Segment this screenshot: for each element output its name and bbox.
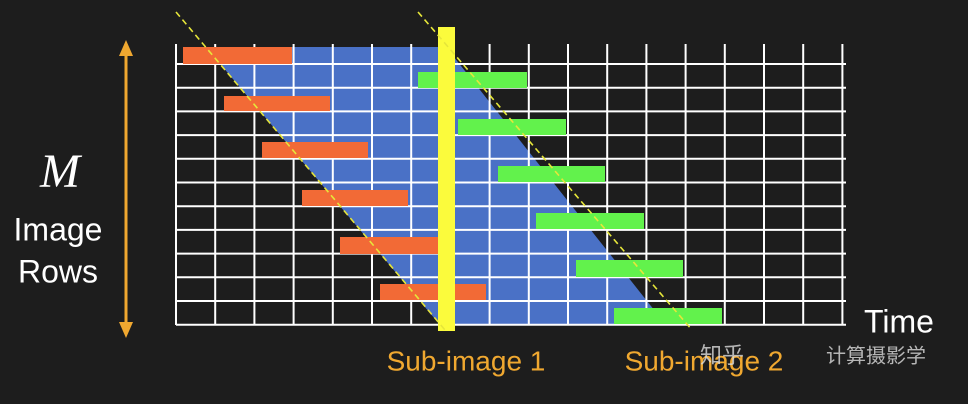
bar bbox=[302, 190, 408, 206]
bar bbox=[614, 308, 722, 324]
watermark: 计算摄影学 bbox=[826, 344, 926, 368]
bar bbox=[498, 166, 605, 182]
bar bbox=[262, 142, 368, 158]
arrow-head bbox=[119, 40, 133, 56]
bar bbox=[224, 96, 330, 111]
axis-label: Rows bbox=[18, 253, 98, 289]
bar bbox=[458, 119, 566, 135]
time-label: Time bbox=[864, 303, 934, 339]
grid bbox=[175, 44, 846, 326]
watermark: 知乎 bbox=[700, 344, 744, 369]
axis-label: Image bbox=[14, 211, 103, 247]
bar bbox=[340, 237, 440, 254]
sub-image-label: Sub-image 2 bbox=[625, 345, 784, 376]
bar bbox=[536, 213, 644, 229]
bar bbox=[183, 47, 292, 64]
bar bbox=[576, 260, 683, 277]
exposure-region bbox=[206, 47, 666, 325]
m-symbol: M bbox=[39, 145, 83, 198]
arrow-head bbox=[119, 322, 133, 338]
bar bbox=[380, 284, 486, 300]
sub-image-label: Sub-image 1 bbox=[387, 345, 546, 376]
rows-arrow bbox=[119, 40, 133, 338]
sub-image-line bbox=[438, 27, 455, 331]
